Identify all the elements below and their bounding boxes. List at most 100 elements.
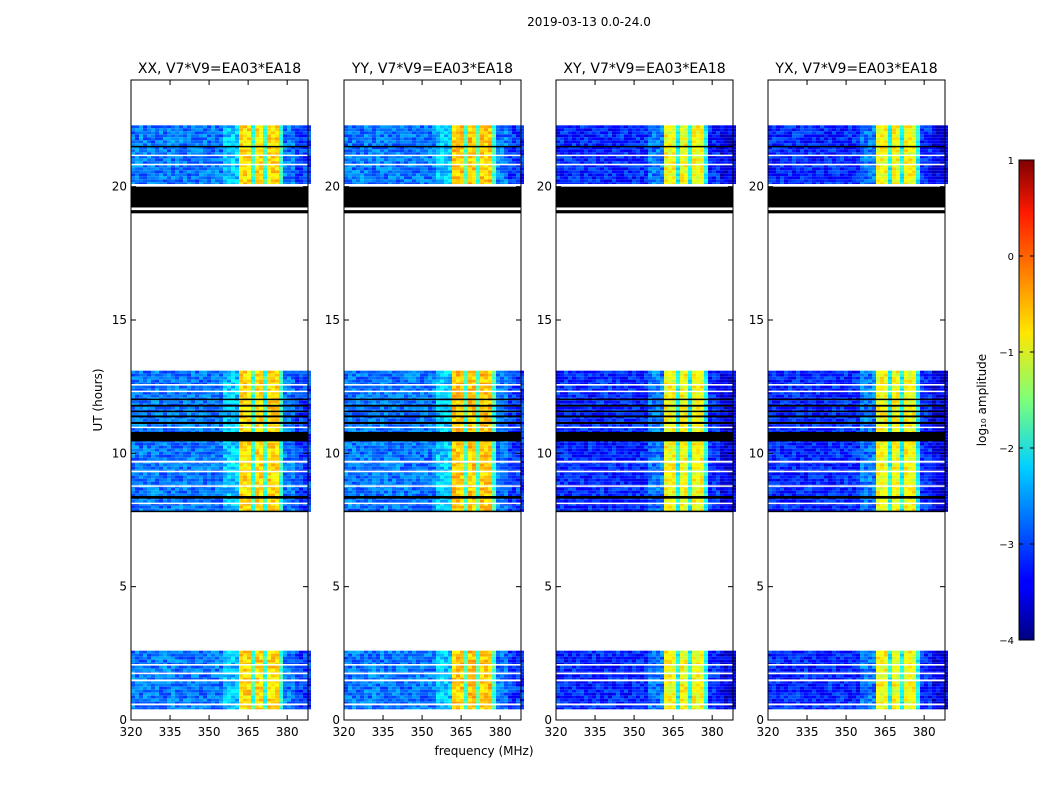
heatmap-cell xyxy=(163,176,167,179)
heatmap-cell xyxy=(223,669,227,672)
heatmap-cell xyxy=(195,158,199,161)
heatmap-cell xyxy=(247,690,251,693)
heatmap-cell xyxy=(295,386,299,389)
heatmap-cell xyxy=(203,696,207,699)
heatmap-cell xyxy=(420,684,424,687)
heatmap-cell xyxy=(135,401,139,404)
heatmap-cell xyxy=(131,374,135,377)
heatmap-cell xyxy=(191,158,195,161)
heatmap-cell xyxy=(255,407,259,410)
heatmap-cell xyxy=(259,651,263,654)
heatmap-cell xyxy=(203,446,207,449)
heatmap-cell xyxy=(279,167,283,170)
heatmap-cell xyxy=(163,419,167,422)
heatmap-cell xyxy=(452,666,456,669)
heatmap-cell xyxy=(239,443,243,446)
heatmap-cell xyxy=(287,125,291,128)
heatmap-cell xyxy=(440,684,444,687)
heatmap-cell xyxy=(504,657,508,660)
heatmap-cell xyxy=(207,657,211,660)
heatmap-cell xyxy=(348,684,352,687)
heatmap-cell xyxy=(187,690,191,693)
heatmap-cell xyxy=(404,696,408,699)
heatmap-cell xyxy=(283,651,287,654)
heatmap-cell xyxy=(239,458,243,461)
heatmap-cell xyxy=(155,374,159,377)
heatmap-cell xyxy=(143,149,147,152)
heatmap-cell xyxy=(259,452,263,455)
heatmap-cell xyxy=(151,173,155,176)
heatmap-cell xyxy=(159,657,163,660)
heatmap-cell xyxy=(255,687,259,690)
heatmap-cell xyxy=(271,170,275,173)
heatmap-cell xyxy=(167,446,171,449)
heatmap-cell xyxy=(219,395,223,398)
heatmap-cell xyxy=(203,128,207,131)
heatmap-cell xyxy=(251,395,255,398)
heatmap-cell xyxy=(187,134,191,137)
heatmap-cell xyxy=(223,684,227,687)
heatmap-cell xyxy=(215,458,219,461)
heatmap-cell xyxy=(231,176,235,179)
heatmap-cell xyxy=(151,687,155,690)
heatmap-cell xyxy=(440,690,444,693)
heatmap-cell xyxy=(171,473,175,476)
heatmap-cell xyxy=(251,371,255,374)
heatmap-cell xyxy=(456,693,460,696)
heatmap-cell xyxy=(496,693,500,696)
heatmap-cell xyxy=(464,371,468,374)
heatmap-cell xyxy=(223,386,227,389)
heatmap-cell xyxy=(263,657,267,660)
heatmap-cell xyxy=(139,158,143,161)
heatmap-cell xyxy=(516,657,520,660)
heatmap-cell xyxy=(492,696,496,699)
heatmap-cell xyxy=(211,666,215,669)
heatmap-cell xyxy=(239,380,243,383)
heatmap-cell xyxy=(171,158,175,161)
heatmap-cell xyxy=(235,500,239,503)
heatmap-cell xyxy=(444,374,448,377)
heatmap-cell xyxy=(219,407,223,410)
heatmap-cell xyxy=(175,476,179,479)
heatmap-cell xyxy=(287,446,291,449)
heatmap-cell xyxy=(504,675,508,678)
heatmap-cell xyxy=(131,690,135,693)
heatmap-cell xyxy=(183,449,187,452)
heatmap-cell xyxy=(151,693,155,696)
heatmap-cell xyxy=(207,407,211,410)
heatmap-cell xyxy=(187,449,191,452)
heatmap-cell xyxy=(263,407,267,410)
heatmap-cell xyxy=(356,693,360,696)
heatmap-cell xyxy=(179,458,183,461)
heatmap-cell xyxy=(199,140,203,143)
heatmap-cell xyxy=(295,455,299,458)
heatmap-cell xyxy=(203,380,207,383)
heatmap-cell xyxy=(211,374,215,377)
heatmap-cell xyxy=(231,666,235,669)
heatmap-cell xyxy=(259,479,263,482)
heatmap-cell xyxy=(488,699,492,702)
heatmap-cell xyxy=(299,684,303,687)
heatmap-cell xyxy=(255,491,259,494)
heatmap-cell xyxy=(396,693,400,696)
heatmap-cell xyxy=(452,684,456,687)
heatmap-cell xyxy=(500,666,504,669)
heatmap-cell xyxy=(163,482,167,485)
heatmap-cell xyxy=(219,693,223,696)
heatmap-cell xyxy=(472,666,476,669)
heatmap-cell xyxy=(448,684,452,687)
heatmap-cell xyxy=(283,149,287,152)
heatmap-cell xyxy=(143,449,147,452)
heatmap-cell xyxy=(195,401,199,404)
heatmap-cell xyxy=(267,675,271,678)
heatmap-cell xyxy=(295,413,299,416)
heatmap-cell xyxy=(416,690,420,693)
heatmap-cell xyxy=(167,464,171,467)
heatmap-cell xyxy=(227,660,231,663)
heatmap-cell xyxy=(267,386,271,389)
heatmap-cell xyxy=(199,449,203,452)
heatmap-cell xyxy=(195,455,199,458)
heatmap-cell xyxy=(279,419,283,422)
heatmap-cell xyxy=(207,419,211,422)
heatmap-cell xyxy=(175,687,179,690)
